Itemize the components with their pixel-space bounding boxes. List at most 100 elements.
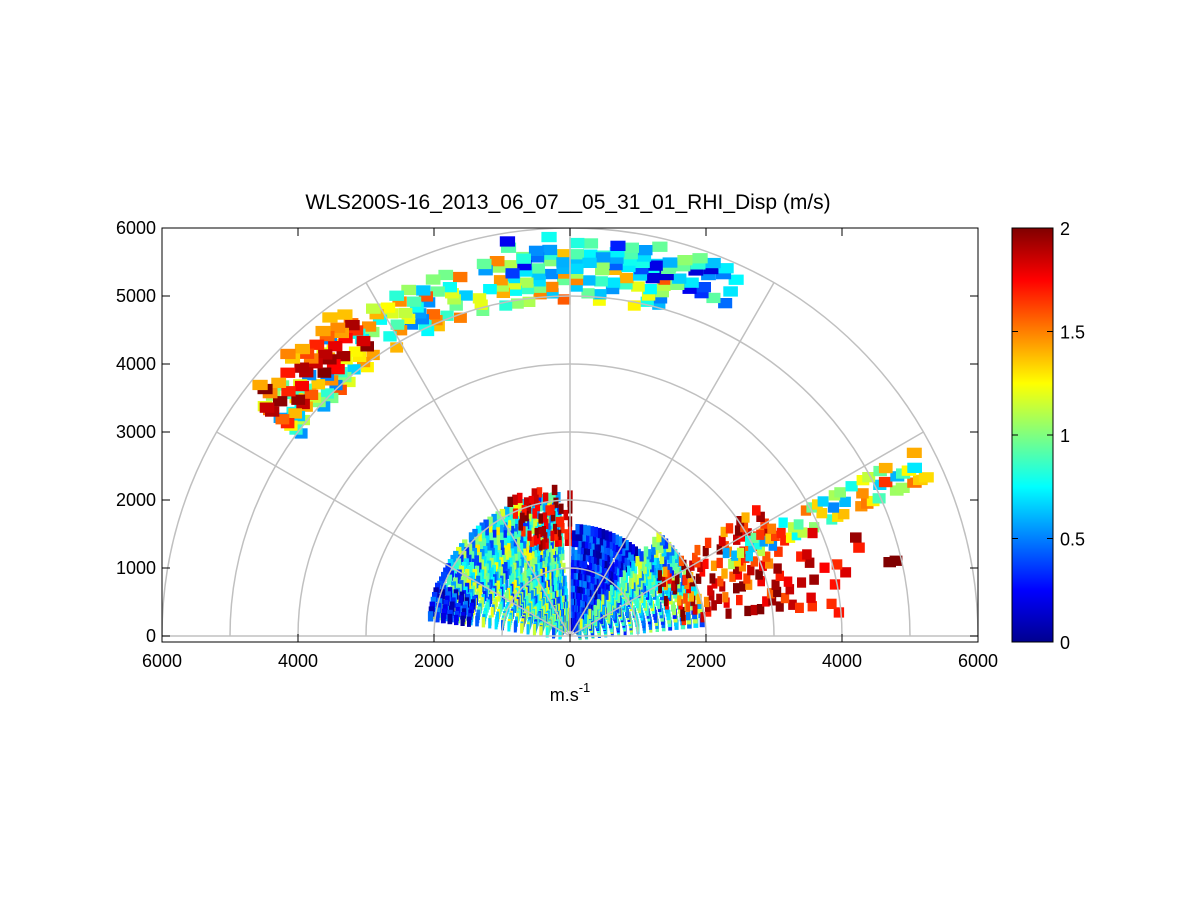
data-cell [589,545,593,556]
data-cell [517,576,521,587]
data-cell [518,520,523,531]
data-cell [432,321,445,332]
data-cell [569,249,584,260]
data-cell [638,567,642,579]
data-cell [596,554,600,565]
data-cell [619,272,634,284]
data-cell [480,530,486,541]
data-cell [598,592,602,603]
data-cell [561,569,564,580]
data-cell [569,594,573,606]
data-cell [474,299,488,310]
data-cell [606,559,610,570]
data-cell [588,552,592,563]
data-cell [404,319,418,330]
data-cell [579,524,584,535]
data-cell [591,559,595,570]
data-cell [536,548,541,560]
x-tick-label: 4000 [822,651,862,671]
data-cell [345,320,360,331]
data-cell [522,296,536,307]
data-cell [434,612,440,623]
data-cell [622,570,626,581]
data-cell [516,253,531,264]
data-cell [796,551,806,562]
data-cell [611,586,615,597]
data-cell [512,581,515,593]
data-cell [458,595,463,606]
data-cell [531,269,546,281]
data-cell [456,546,462,558]
data-cell [584,613,587,624]
data-cell [736,547,745,558]
data-cell [788,599,797,610]
data-cell [510,548,515,559]
data-cell [534,550,538,561]
data-cell [501,584,505,595]
data-cell [535,500,541,512]
data-cell [491,529,497,541]
data-cell [495,519,501,530]
data-cell [722,592,729,603]
data-cell [527,524,532,536]
data-cell [491,262,506,273]
data-cell [735,569,743,580]
data-cell [557,529,562,540]
data-cell [762,551,771,562]
data-cell [560,543,565,554]
data-cell [559,576,563,587]
data-cell [512,531,518,542]
data-cell [581,577,585,588]
data-cell [491,521,497,533]
data-cell [597,583,601,595]
data-cell [499,508,506,520]
colorbar-tick-label: 2 [1060,219,1070,239]
data-cell [601,578,605,589]
data-cell [646,549,652,560]
data-cell [280,367,296,378]
data-cell [583,584,587,595]
data-cell [550,578,554,589]
data-cell [472,547,477,559]
data-cell [504,260,519,271]
data-cell [689,591,694,602]
data-cell [609,546,614,557]
data-cell [734,525,743,536]
data-cell [631,281,645,292]
data-cell [336,351,351,362]
data-cell [529,582,533,593]
data-cell [521,526,526,537]
data-cell [507,550,512,561]
data-cell [527,530,532,541]
data-cell [718,535,726,546]
data-cell [530,536,534,547]
y-tick-label: 6000 [116,218,156,238]
data-cell [426,309,441,320]
data-cell [494,552,499,563]
data-cell [856,488,869,499]
data-cell [771,530,780,541]
data-cell [750,556,759,567]
data-cell [642,563,647,574]
data-cell [529,559,533,571]
data-cell [479,522,485,533]
data-cell [471,558,477,569]
data-cell [495,281,509,292]
data-cell [538,600,542,612]
data-cell [476,305,490,316]
data-cell [588,608,592,620]
data-cell [505,528,511,539]
data-cell [651,574,656,585]
x-tick-label: 2000 [414,651,454,671]
data-cell [591,580,594,591]
data-cell [513,546,518,557]
data-cell [647,559,652,570]
data-cell [304,389,319,400]
data-cell [501,242,517,253]
data-cell [366,303,381,314]
data-cell [459,543,465,554]
data-cell [672,273,687,284]
data-cell [552,584,556,595]
data-cell [833,607,845,618]
data-cell [641,290,656,301]
